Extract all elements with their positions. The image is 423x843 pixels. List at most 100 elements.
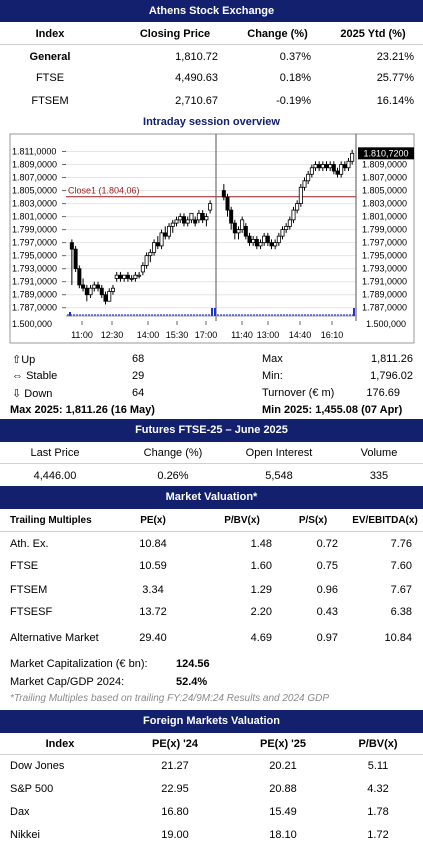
- candle: [251, 236, 256, 246]
- candle: [99, 284, 104, 298]
- intraday-chart: 1.811,0000 1.809,0000 1.807,0000 1.805,0000…: [9, 133, 415, 344]
- valuation-cell: 6.38: [390, 606, 412, 618]
- market-cap-gdp-value: 52.4%: [176, 676, 208, 688]
- candle: [221, 184, 226, 201]
- candle: [125, 271, 130, 282]
- candle: [320, 161, 325, 172]
- candle: [254, 236, 259, 250]
- y-tick-label-right: 1.789,0000: [362, 290, 407, 300]
- y-tick-label: 1.799,0000: [12, 225, 57, 235]
- valuation-cell: 7.60: [390, 560, 412, 572]
- divider: [0, 463, 423, 464]
- candle: [328, 161, 333, 172]
- y-tick-label: 1.811,0000: [12, 147, 56, 157]
- y-tick-label-right: 1.809,0000: [362, 160, 407, 170]
- y-tick-label-right: 1.803,0000: [362, 199, 407, 209]
- valuation-footnote: *Trailing Multiples based on trailing FY…: [10, 693, 330, 704]
- ytd-pct: 23.21%: [376, 51, 414, 63]
- candle: [236, 226, 241, 240]
- volume-axis-label-right: 1.500,000: [366, 319, 406, 329]
- x-tick-label: 14:00: [137, 330, 160, 340]
- candle: [225, 193, 230, 217]
- y-tick-label-right: 1.787,0000: [362, 303, 407, 313]
- candle: [276, 232, 281, 246]
- candle: [178, 213, 183, 224]
- exchange-col-ytd: 2025 Ytd (%): [340, 28, 406, 40]
- valuation-index-name: Ath. Ex.: [10, 538, 49, 550]
- last-value-box: [358, 147, 414, 160]
- valuation-cell: 7.67: [390, 584, 412, 596]
- candle: [189, 212, 194, 224]
- valuation-cell: 29.40: [139, 632, 167, 644]
- valuation-col: EV/EBITDA(x): [352, 515, 418, 526]
- candle: [88, 284, 93, 298]
- valuation-cell: 0.72: [316, 538, 338, 550]
- change-pct: 0.37%: [279, 51, 311, 63]
- candle: [185, 216, 190, 227]
- candle: [103, 291, 108, 305]
- candle: [309, 164, 314, 178]
- valuation-cell: 10.84: [384, 632, 412, 644]
- valuation-col: P/BV(x): [224, 515, 260, 526]
- max-2025: Max 2025: 1,811.26 (16 May): [10, 404, 155, 416]
- futures-col: Open Interest: [245, 447, 313, 459]
- candle: [110, 284, 115, 295]
- candle: [148, 249, 153, 263]
- valuation-col: PE(x): [140, 515, 166, 526]
- candle: [96, 281, 101, 292]
- candle: [342, 161, 347, 172]
- candle: [193, 216, 198, 227]
- y-tick-label: 1.797,0000: [12, 238, 57, 248]
- valuation-cell: 2.20: [250, 606, 272, 618]
- candle: [114, 271, 119, 282]
- candle: [129, 275, 134, 282]
- up-arrow-icon: ⇧: [12, 354, 22, 366]
- candle: [247, 232, 252, 246]
- candle: [229, 206, 234, 230]
- candle: [287, 216, 292, 230]
- closing-price: 4,490.63: [175, 72, 218, 84]
- candle: [295, 200, 300, 214]
- y-tick-label: 1.801,0000: [12, 212, 57, 222]
- divider: [0, 44, 423, 45]
- valuation-cell: 10.59: [139, 560, 167, 572]
- intraday-title: Intraday session overview: [143, 116, 280, 128]
- candle: [69, 239, 74, 285]
- stable-stat: ⇔ Stable: [12, 370, 58, 382]
- foreign-index-name: Dax: [10, 806, 30, 818]
- market-cap-gdp-label: Market Cap/GDP 2024:: [10, 676, 125, 688]
- candle: [140, 262, 145, 276]
- valuation-cell: 7.76: [390, 538, 412, 550]
- foreign-cell: 20.21: [269, 760, 297, 772]
- valuation-index-name: FTSEM: [10, 584, 48, 596]
- candle: [107, 288, 112, 302]
- closing-price: 1,810.72: [175, 51, 218, 63]
- y-tick-label-right: 1.797,0000: [362, 238, 407, 248]
- valuation-cell: 10.84: [139, 538, 167, 550]
- max-value: 1,811.26: [370, 353, 413, 365]
- up-stat: ⇧Up: [12, 354, 36, 366]
- foreign-cell: 22.95: [161, 783, 189, 795]
- x-tick-label: 16:10: [321, 330, 344, 340]
- x-tick-label: 13:00: [257, 330, 280, 340]
- futures-col: Change (%): [143, 447, 203, 459]
- turnover-label: Turnover (€ m): [262, 387, 335, 399]
- down-arrow-icon: ⇩: [12, 388, 25, 400]
- valuation-col: P/S(x): [298, 515, 328, 526]
- candle: [240, 216, 245, 233]
- candle: [262, 232, 267, 246]
- foreign-cell: 20.88: [269, 783, 297, 795]
- valuation-cell: 0.97: [316, 632, 338, 644]
- valuation-header: Market Valuation*: [0, 486, 423, 509]
- y-tick-label-right: 1.807,0000: [362, 173, 407, 183]
- candle: [284, 223, 289, 233]
- foreign-cell: 1.72: [367, 829, 389, 841]
- candle: [302, 177, 307, 191]
- candle: [243, 223, 248, 240]
- y-tick-label: 1.795,0000: [12, 251, 57, 261]
- y-tick-label-right: 1.799,0000: [362, 225, 407, 235]
- down-stat: ⇩ Down: [12, 388, 53, 400]
- x-tick-label: 11:40: [231, 330, 253, 340]
- candle: [298, 184, 303, 207]
- candle: [331, 161, 336, 175]
